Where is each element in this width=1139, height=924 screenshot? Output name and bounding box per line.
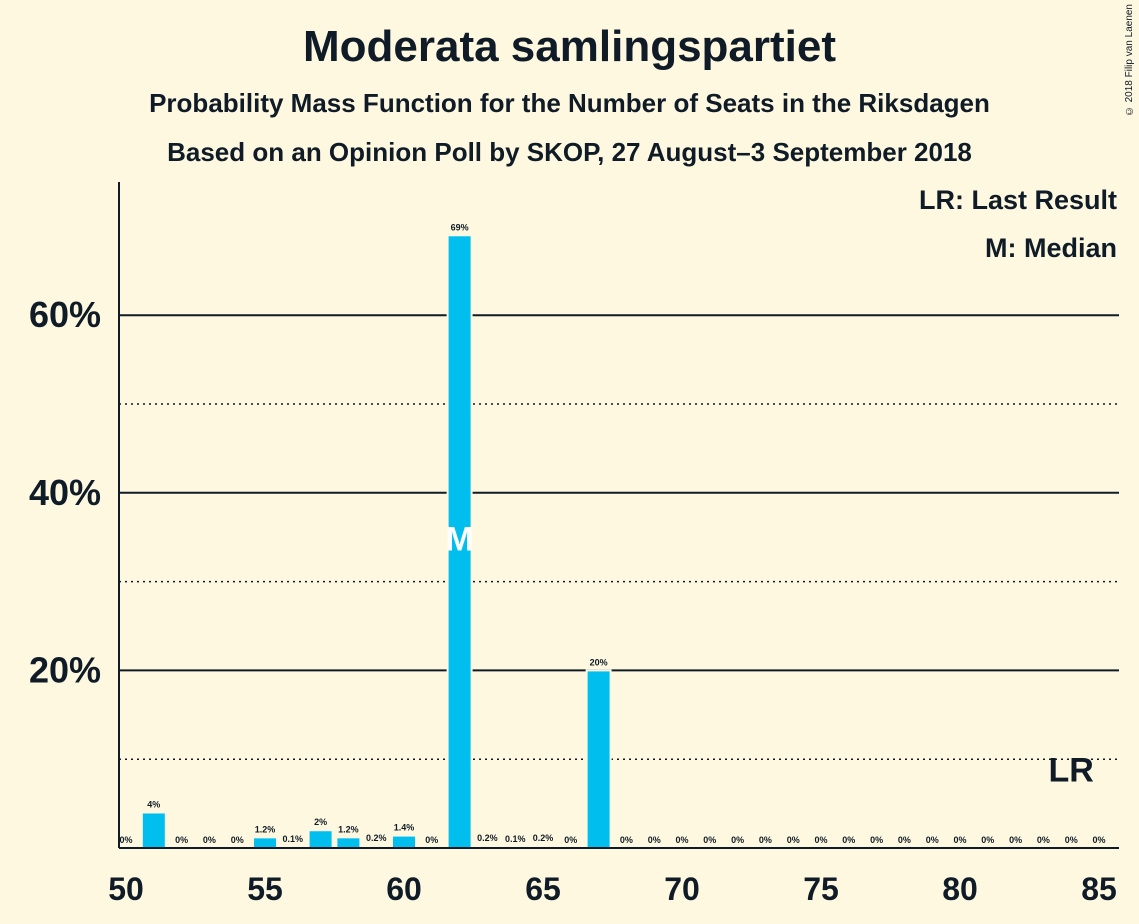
data-label-seat-74: 0% [787,835,800,845]
data-label-seat-82: 0% [1009,835,1022,845]
data-label-seat-51: 4% [147,799,160,809]
x-tick-label: 85 [1081,871,1117,907]
data-label-seat-67: 20% [590,657,608,667]
x-tick-label: 75 [803,871,839,907]
data-label-seat-77: 0% [870,835,883,845]
last-result-marker: LR [1049,751,1094,789]
data-label-seat-52: 0% [175,835,188,845]
data-label-seat-50: 0% [119,835,132,845]
x-axis: 50 55 60 65 70 75 80 85 [108,847,1119,907]
bar-seat-60 [391,834,417,849]
legend-item: LR: Last Result [919,185,1117,215]
data-label-seat-75: 0% [814,835,827,845]
data-label-seat-65: 0.2% [533,833,554,843]
chart-subtitle: Probability Mass Function for the Number… [149,88,990,118]
chart-subtitle-poll: Based on an Opinion Poll by SKOP, 27 Aug… [167,137,972,167]
data-label-seat-79: 0% [926,835,939,845]
data-label-seat-66: 0% [564,835,577,845]
data-label-seat-80: 0% [953,835,966,845]
gridlines [119,314,1119,760]
y-tick-label: 60% [29,294,101,335]
bar-seat-62 [446,234,473,849]
data-label-seat-54: 0% [231,835,244,845]
data-label-seat-70: 0% [675,835,688,845]
data-label-seat-71: 0% [703,835,716,845]
data-label-seat-57: 2% [314,817,327,827]
x-tick-label: 80 [942,871,978,907]
data-label-seat-61: 0% [425,835,438,845]
data-label-seat-81: 0% [981,835,994,845]
data-label-seat-60: 1.4% [394,823,415,833]
bar-seat-55 [252,836,278,849]
x-tick-label: 65 [525,871,561,907]
legend-item: M: Median [985,233,1117,263]
data-label-seat-62: 69% [451,222,469,232]
data-label-seat-58: 1.2% [338,824,359,834]
data-label-seat-76: 0% [842,835,855,845]
bar-seat-57 [307,829,334,849]
median-marker: M [445,521,473,559]
data-label-seat-59: 0.2% [366,833,387,843]
bar-seat-51 [140,811,167,849]
data-label-seat-63: 0.2% [477,833,498,843]
y-axis: 20% 40% 60% [29,182,120,848]
data-label-seat-56: 0.1% [283,834,304,844]
x-tick-label: 55 [247,871,283,907]
legend: LR: Last Result M: Median [919,185,1117,263]
x-tick-label: 70 [664,871,700,907]
y-tick-label: 40% [29,472,101,513]
data-labels: 0% 4% 0% 0% 0% 1.2% 0.1% 2% 1.2% 0.2% 1.4% 0% 69% 0.2… [119,222,1105,845]
bar-seat-67 [585,669,612,850]
data-label-seat-72: 0% [731,835,744,845]
data-label-seat-78: 0% [898,835,911,845]
x-tick-label: 50 [108,871,144,907]
data-label-seat-53: 0% [203,835,216,845]
chart-title: Moderata samlingspartiet [302,22,837,71]
data-label-seat-73: 0% [759,835,772,845]
data-label-seat-64: 0.1% [505,834,526,844]
annotations: M LR [445,521,1093,790]
data-label-seat-85: 0% [1092,835,1105,845]
x-tick-label: 60 [386,871,422,907]
data-label-seat-84: 0% [1065,835,1078,845]
data-label-seat-69: 0% [648,835,661,845]
bars [140,234,612,850]
y-tick-label: 20% [29,649,101,690]
data-label-seat-83: 0% [1037,835,1050,845]
data-label-seat-55: 1.2% [255,824,276,834]
bar-seat-58 [335,836,362,849]
data-label-seat-68: 0% [620,835,633,845]
